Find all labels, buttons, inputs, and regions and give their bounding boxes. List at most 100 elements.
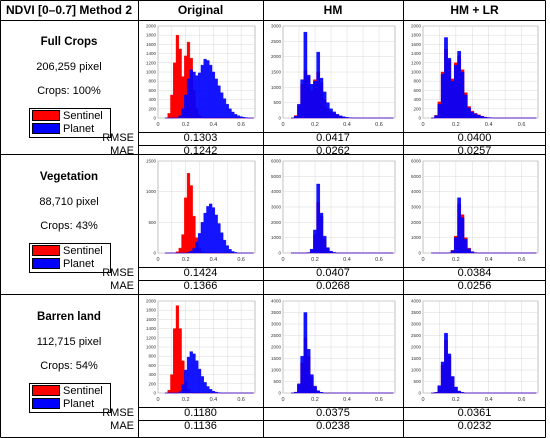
histogram-chart: 0 500 1000 1500 0 0.2 0.4 0.6 [146,159,256,263]
y-tick-label: 400 [148,372,156,377]
legend-item-planet: Planet [30,257,110,270]
x-tick-label: 0.6 [237,122,245,128]
series-planet [164,203,254,254]
legend-label: Sentinel [63,109,103,122]
y-tick-label: 200 [148,381,156,386]
y-tick-label: 1200 [411,60,422,65]
x-tick-label: 0.6 [375,397,383,403]
y-tick-label: 0 [278,116,281,121]
y-tick-label: 400 [413,97,421,102]
y-tick-label: 500 [413,379,421,384]
y-tick-label: 1000 [146,70,157,75]
y-tick-label: 3000 [271,205,282,210]
y-tick-label: 2000 [411,24,422,29]
y-tick-label: 3000 [411,322,422,327]
y-tick-label: 1200 [146,335,157,340]
y-tick-label: 3000 [271,24,282,29]
y-tick-label: 1000 [411,235,422,240]
histogram-chart: 0 1000 2000 3000 4000 5000 6000 0 0.2 0.4 0.6 [271,159,396,263]
legend-label: Planet [63,397,95,410]
y-tick-label: 2500 [271,333,282,338]
y-tick-label: 2000 [411,345,422,350]
x-tick-label: 0.4 [210,257,218,263]
x-tick-label: 0.2 [182,397,190,403]
y-tick-label: 800 [413,79,421,84]
legend-label: Planet [63,122,95,135]
legend-swatch [32,385,60,396]
mae-value: 0.0256 [457,280,492,292]
legend-swatch [32,110,60,121]
mae-value: 0.0257 [457,145,492,157]
legend-label: Sentinel [63,244,103,257]
legend: Sentinel Planet [29,383,111,413]
y-tick-label: 3000 [411,205,422,210]
rmse-label: RMSE [102,407,134,419]
legend-label: Sentinel [63,384,103,397]
x-tick-label: 0.2 [311,122,319,128]
rmse-value: 0.0384 [457,267,492,279]
y-tick-label: 1000 [411,70,422,75]
y-tick-label: 1400 [146,326,157,331]
y-tick-label: 1200 [146,60,157,65]
y-tick-label: 600 [148,363,156,368]
series-planet [291,312,394,394]
y-tick-label: 3500 [411,310,422,315]
legend-swatch [32,245,60,256]
y-tick-label: 4000 [411,299,422,304]
y-tick-label: 1400 [411,51,422,56]
y-tick-label: 0 [153,251,156,256]
x-tick-label: 0 [281,397,284,403]
y-tick-label: 4000 [411,189,422,194]
x-tick-label: 0.4 [343,122,351,128]
crops-percentage: Crops: 100% [37,85,101,97]
x-tick-label: 0.6 [518,257,526,263]
y-tick-label: 2000 [271,220,282,225]
x-tick-label: 0.4 [485,257,493,263]
y-tick-label: 1600 [146,42,157,47]
x-tick-label: 0 [156,122,159,128]
x-tick-label: 0.2 [452,397,460,403]
y-tick-label: 2500 [271,39,282,44]
pixel-count: 88,710 pixel [39,196,99,208]
series-planet [291,183,394,254]
y-tick-label: 1800 [146,33,157,38]
corner-header: NDVI [0–0.7] Method 2 [5,3,133,17]
y-tick-label: 0 [153,116,156,121]
mae-label: MAE [110,420,134,432]
y-tick-label: 3500 [271,310,282,315]
x-tick-label: 0 [156,257,159,263]
y-tick-label: 1500 [146,159,157,164]
histogram-chart: 0 1000 2000 3000 4000 5000 6000 0 0.2 0.4 0.6 [411,159,539,263]
y-tick-label: 1800 [146,308,157,313]
y-tick-label: 1000 [411,368,422,373]
legend-label: Planet [63,257,95,270]
histogram-chart: 0 200 400 600 800 1000 1200 1400 1600 1800 2000 0 0.… [146,24,256,128]
y-tick-label: 500 [273,379,281,384]
mae-value: 0.1366 [183,280,218,292]
x-tick-label: 0 [421,257,424,263]
y-tick-label: 400 [148,97,156,102]
row-title: Barren land [37,311,101,323]
y-tick-label: 500 [148,220,156,225]
y-tick-label: 4000 [271,299,282,304]
x-tick-label: 0.4 [343,257,351,263]
series-planet [431,37,537,119]
legend-swatch [32,398,60,409]
pixel-count: 206,259 pixel [36,61,102,73]
y-tick-label: 4000 [271,189,282,194]
mae-value: 0.0268 [316,280,350,292]
row-label-block: Barren land 112,715 pixel Crops: 54% Sentin… [0,295,138,438]
series-planet [164,351,254,394]
histogram-chart: 0 200 400 600 800 1000 1200 1400 1600 1800 2000 0 0.… [411,24,539,128]
rmse-value: 0.0375 [316,407,350,419]
mae-value: 0.0238 [316,420,350,432]
legend-swatch [32,258,60,269]
x-tick-label: 0.6 [237,397,245,403]
row-label-block: Full Crops 206,259 pixel Crops: 100% Sentin… [0,20,138,155]
mae-value: 0.1242 [183,145,218,157]
crops-percentage: Crops: 43% [40,220,98,232]
y-tick-label: 1000 [271,85,282,90]
rmse-value: 0.0400 [457,132,492,144]
column-header: Original [177,3,224,17]
